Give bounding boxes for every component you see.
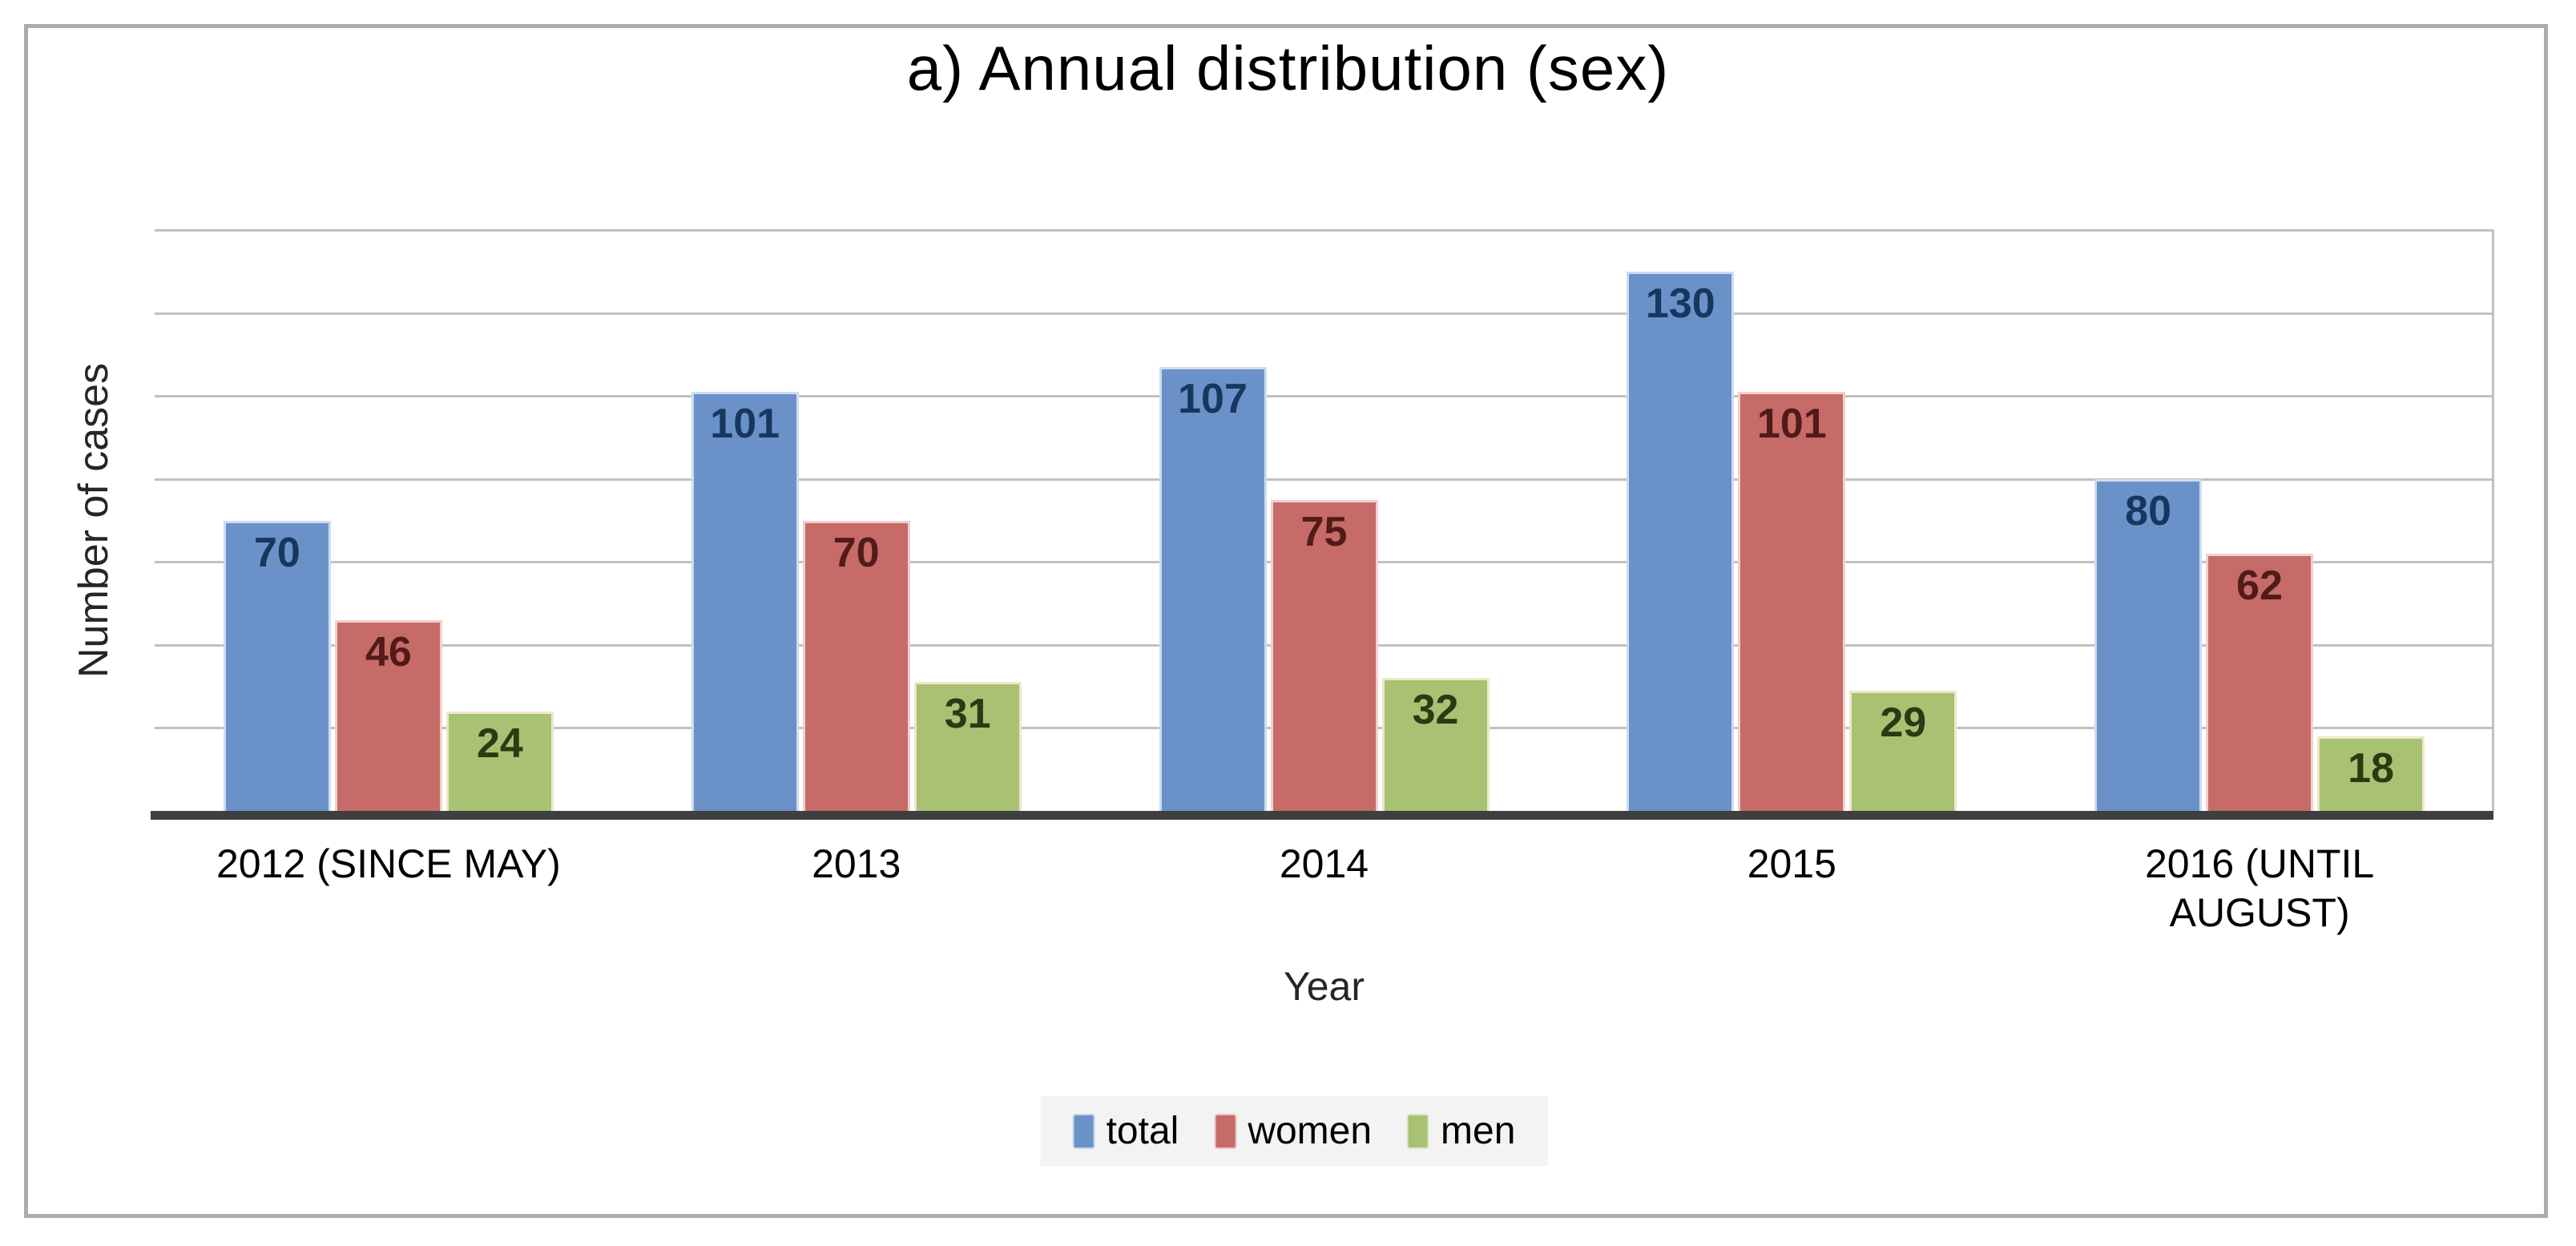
bar-value-label: 18 (2348, 744, 2395, 792)
x-axis-label: 2016 (UNTIL AUGUST) (2144, 841, 2375, 935)
x-axis-label: 2014 (1279, 841, 1369, 886)
bar-value-label: 107 (1178, 375, 1248, 422)
gridline (155, 229, 2493, 232)
x-axis-line (151, 811, 2493, 820)
legend-swatch-icon (1407, 1113, 1430, 1149)
bar-value-label: 101 (710, 400, 780, 447)
bar-men-1 (445, 711, 554, 811)
legend-item-men: men (1407, 1109, 1515, 1153)
bar-women-1 (334, 619, 442, 811)
bar-value-label: 24 (476, 720, 523, 767)
chart-title: a) Annual distribution (sex) (906, 33, 1670, 103)
legend-swatch-icon (1214, 1113, 1237, 1149)
bar-value-label: 130 (1645, 280, 1715, 327)
plot-area: 70 46 24 101 70 31 107 75 32 130 101 29 80 62 18 (155, 229, 2494, 811)
y-axis-title: Number of cases (71, 362, 117, 679)
bar-women-5 (2206, 553, 2314, 811)
bar-men-5 (2317, 736, 2425, 811)
legend-swatch-icon (1072, 1113, 1095, 1149)
bar-value-label: 31 (944, 691, 991, 738)
bar-men-3 (1381, 678, 1490, 811)
legend-label: total (1106, 1110, 1179, 1152)
legend-label: men (1441, 1110, 1516, 1152)
bar-value-label: 80 (2125, 487, 2172, 534)
bar-value-label: 32 (1412, 687, 1459, 734)
x-axis-title: Year (1283, 964, 1365, 1009)
legend-label: women (1248, 1110, 1373, 1152)
bar-women-4 (1738, 391, 1846, 811)
bar-value-label: 62 (2236, 562, 2284, 609)
x-axis-label: 2012 (SINCE MAY) (216, 841, 561, 886)
x-axis-label: 2013 (812, 841, 901, 886)
gridline (155, 478, 2493, 481)
legend: total women men (1040, 1096, 1548, 1166)
x-axis-label: 2015 (1747, 841, 1836, 886)
bar-value-label: 70 (832, 529, 880, 576)
bar-value-label: 46 (365, 628, 412, 675)
gridline (155, 312, 2493, 315)
bar-value-label: 70 (253, 529, 300, 576)
bar-total-5 (2094, 478, 2203, 811)
bar-total-4 (1627, 271, 1735, 811)
bar-men-4 (1849, 690, 1957, 811)
bar-total-2 (691, 391, 799, 811)
bar-total-3 (1159, 366, 1267, 811)
legend-item-total: total (1072, 1109, 1179, 1153)
bar-value-label: 75 (1300, 508, 1348, 555)
bar-value-label: 101 (1756, 400, 1827, 447)
bar-men-2 (913, 682, 1022, 811)
bar-women-2 (802, 520, 910, 811)
legend-item-women: women (1214, 1109, 1372, 1153)
gridline (155, 395, 2493, 398)
bar-total-1 (223, 520, 331, 811)
plot-right-border (2492, 230, 2494, 811)
bar-value-label: 29 (1880, 699, 1927, 746)
bar-women-3 (1270, 499, 1378, 811)
